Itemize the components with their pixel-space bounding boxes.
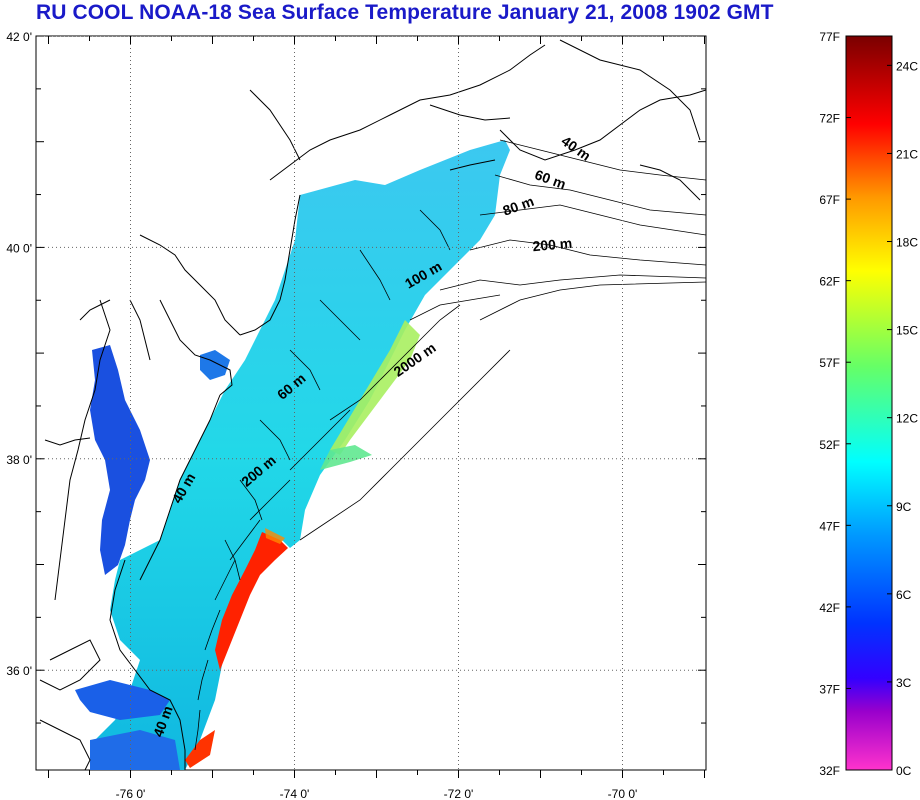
chesapeake-bay [90,345,150,575]
coastline [39,39,706,770]
colorbar-f-label: 42F [819,601,840,615]
bathymetry-contours [194,139,706,751]
longitude-label: -74 0' [280,787,310,800]
gulf-stream-warm [215,532,288,670]
colorbar-c-label: 24C [896,59,918,73]
bathymetry-label: 200 m [532,235,573,254]
southern-sound [90,730,180,770]
pamlico-sound [75,680,170,720]
colorbar-f-label: 62F [819,275,840,289]
colorbar-fahrenheit-labels: 77F 72F 67F 62F 57F 52F 47F 42F 37F 32F [819,30,840,778]
colorbar-c-label: 6C [896,588,912,602]
colorbar-ticks [846,35,892,771]
colorbar-f-label: 47F [819,519,840,533]
latitude-label: 36 0' [6,664,32,678]
colorbar-c-label: 18C [896,236,918,250]
colorbar-f-label: 37F [819,682,840,696]
colorbar-c-label: 12C [896,412,918,426]
colorbar-f-label: 67F [819,193,840,207]
latitude-label: 40 0' [6,241,32,255]
longitude-labels: -76 0' -74 0' -72 0' -70 0' [116,787,638,800]
colorbar-celsius-labels: 24C 21C 18C 15C 12C 9C 6C 3C 0C [896,59,918,778]
shelf-break-warm [330,320,420,455]
latitude-label: 38 0' [6,453,32,467]
colorbar-f-label: 57F [819,356,840,370]
shelf-break-green [320,445,372,470]
colorbar-c-label: 15C [896,324,918,338]
colorbar-c-label: 3C [896,676,912,690]
colorbar-c-label: 9C [896,500,912,514]
gulf-stream-south [185,730,215,768]
gulf-stream-edge [265,528,285,544]
longitude-label: -72 0' [444,787,474,800]
axis-ticks [36,35,706,778]
sst-swath [90,140,510,770]
colorbar-f-label: 52F [819,438,840,452]
colorbar-f-label: 77F [819,30,840,44]
colorbar-f-label: 32F [819,764,840,778]
delaware-bay [200,350,230,380]
colorbar [845,35,893,771]
longitude-label: -76 0' [116,787,146,800]
latitude-labels: 42 0' 40 0' 38 0' 36 0' [6,30,32,678]
colorbar-f-label: 72F [819,112,840,126]
longitude-label: -70 0' [608,787,638,800]
colorbar-c-label: 0C [896,764,912,778]
map-title: RU COOL NOAA-18 Sea Surface Temperature … [36,1,774,24]
latitude-label: 42 0' [6,30,32,44]
colorbar-c-label: 21C [896,147,918,161]
